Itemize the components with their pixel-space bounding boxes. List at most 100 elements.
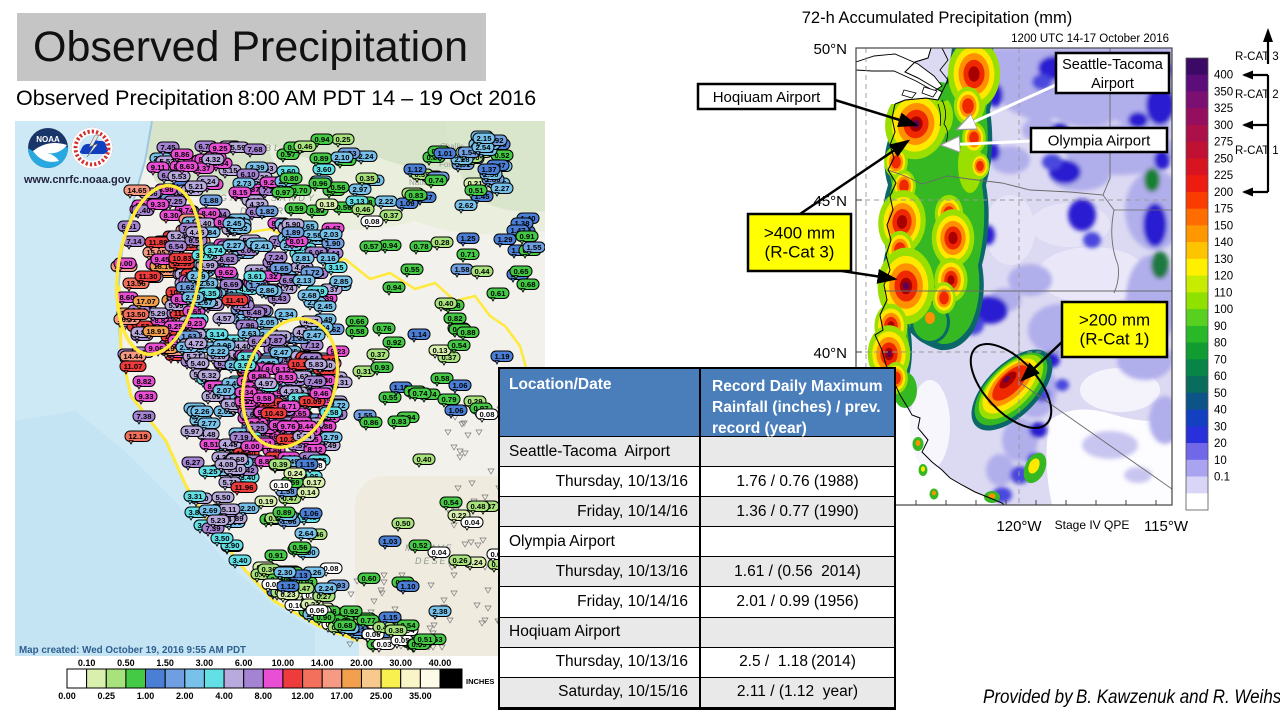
svg-text:4.32: 4.32 [206,155,221,164]
svg-text:8.74: 8.74 [179,206,195,215]
svg-text:1.37: 1.37 [482,165,497,174]
svg-text:1.25: 1.25 [461,234,477,243]
svg-text:0.97: 0.97 [474,404,489,413]
svg-text:4.97: 4.97 [259,379,274,388]
svg-text:6.48: 6.48 [247,308,263,317]
svg-text:5.71: 5.71 [187,352,203,361]
svg-text:7.14: 7.14 [127,237,143,246]
svg-text:0.55: 0.55 [383,393,399,402]
svg-text:4.48: 4.48 [223,440,239,449]
svg-text:5.29: 5.29 [151,309,166,318]
svg-text:18.91: 18.91 [146,327,166,336]
svg-text:6.06: 6.06 [309,248,324,257]
svg-text:5.37: 5.37 [324,285,339,294]
svg-text:12.00: 12.00 [291,691,314,701]
svg-text:25.00: 25.00 [370,691,393,701]
svg-text:0.68: 0.68 [521,280,537,289]
svg-text:0.10: 0.10 [78,658,96,668]
svg-text:100: 100 [1214,304,1233,316]
svg-text:0.91: 0.91 [520,232,536,241]
svg-text:National: National [409,178,439,187]
svg-text:9.62: 9.62 [219,268,234,277]
svg-text:40°N: 40°N [813,345,847,362]
svg-text:2.27: 2.27 [495,184,510,193]
svg-text:3.61: 3.61 [248,272,264,281]
svg-text:11.41: 11.41 [226,296,246,305]
svg-text:8.98: 8.98 [159,185,175,194]
svg-text:5.31: 5.31 [334,378,350,387]
svg-text:9.44: 9.44 [299,422,315,431]
svg-text:1.15: 1.15 [383,613,399,622]
svg-text:2.69: 2.69 [203,506,218,515]
svg-text:0.44: 0.44 [475,267,491,276]
svg-text:5.24: 5.24 [201,177,217,186]
svg-text:2.20: 2.20 [241,504,256,513]
svg-text:1.72: 1.72 [305,268,320,277]
svg-text:4.00: 4.00 [240,285,255,294]
svg-text:5.15: 5.15 [223,166,239,175]
svg-text:0.74: 0.74 [429,176,445,185]
svg-text:1.03: 1.03 [383,537,398,546]
svg-text:1.19: 1.19 [394,383,409,392]
svg-text:0.35: 0.35 [360,174,376,183]
svg-text:0.88: 0.88 [461,328,477,337]
svg-text:0.91: 0.91 [269,551,285,560]
svg-text:2.67: 2.67 [198,298,213,307]
svg-text:7.38: 7.38 [137,412,153,421]
svg-text:2.45: 2.45 [226,379,242,388]
svg-text:6.57: 6.57 [189,236,204,245]
svg-text:130: 130 [1214,254,1233,266]
svg-text:9.33: 9.33 [151,200,166,209]
svg-text:1.10: 1.10 [401,582,416,591]
svg-text:2.68: 2.68 [302,291,318,300]
svg-text:2.30: 2.30 [278,568,293,577]
svg-text:6.00: 6.00 [235,658,253,668]
svg-text:3.74: 3.74 [208,246,224,255]
svg-text:8.63: 8.63 [180,162,195,171]
svg-text:Stage IV QPE: Stage IV QPE [1055,518,1130,532]
svg-text:4.00: 4.00 [215,691,233,701]
svg-text:110: 110 [1214,287,1232,299]
svg-text:2.81: 2.81 [296,254,312,263]
svg-text:115°W: 115°W [1144,518,1189,535]
svg-text:325: 325 [1214,103,1233,115]
svg-text:250: 250 [1214,153,1233,165]
svg-text:0.89: 0.89 [314,154,329,163]
svg-text:5.40: 5.40 [191,359,206,368]
svg-text:0.56: 0.56 [331,183,346,192]
svg-text:2.85: 2.85 [334,277,350,286]
svg-text:0.57: 0.57 [364,242,379,251]
svg-text:14.65: 14.65 [127,186,147,195]
svg-text:0.86: 0.86 [364,418,379,427]
svg-text:6.27: 6.27 [186,458,201,467]
svg-text:0.21: 0.21 [468,179,484,188]
svg-text:3.60: 3.60 [281,167,296,176]
svg-text:0.92: 0.92 [387,338,402,347]
svg-text:1.88: 1.88 [204,196,220,205]
svg-text:9.58: 9.58 [257,394,273,403]
svg-text:0.13: 0.13 [433,346,448,355]
svg-text:1.50: 1.50 [156,658,174,668]
svg-text:400: 400 [1214,70,1233,82]
svg-text:5.90: 5.90 [286,220,301,229]
svg-text:0.74: 0.74 [413,389,429,398]
svg-text:2.63: 2.63 [242,329,257,338]
svg-text:0.31: 0.31 [357,367,373,376]
svg-text:1.54: 1.54 [462,148,478,157]
svg-text:4.48: 4.48 [201,430,217,439]
svg-text:9.25: 9.25 [213,144,229,153]
svg-text:13.56: 13.56 [126,279,145,288]
svg-text:1.06: 1.06 [453,381,468,390]
svg-text:2.84: 2.84 [202,228,218,237]
svg-text:0.94: 0.94 [387,283,403,292]
svg-text:225: 225 [1214,170,1233,182]
svg-text:4.49: 4.49 [322,441,337,450]
svg-text:11.52: 11.52 [131,322,150,331]
svg-text:5.07: 5.07 [227,351,242,360]
svg-text:8.00: 8.00 [255,691,273,701]
svg-text:0.65: 0.65 [514,267,530,276]
svg-text:4.74: 4.74 [279,284,295,293]
svg-text:(R-Cat 3): (R-Cat 3) [765,243,835,262]
svg-text:4.08: 4.08 [219,460,235,469]
svg-text:9.23: 9.23 [188,319,203,328]
